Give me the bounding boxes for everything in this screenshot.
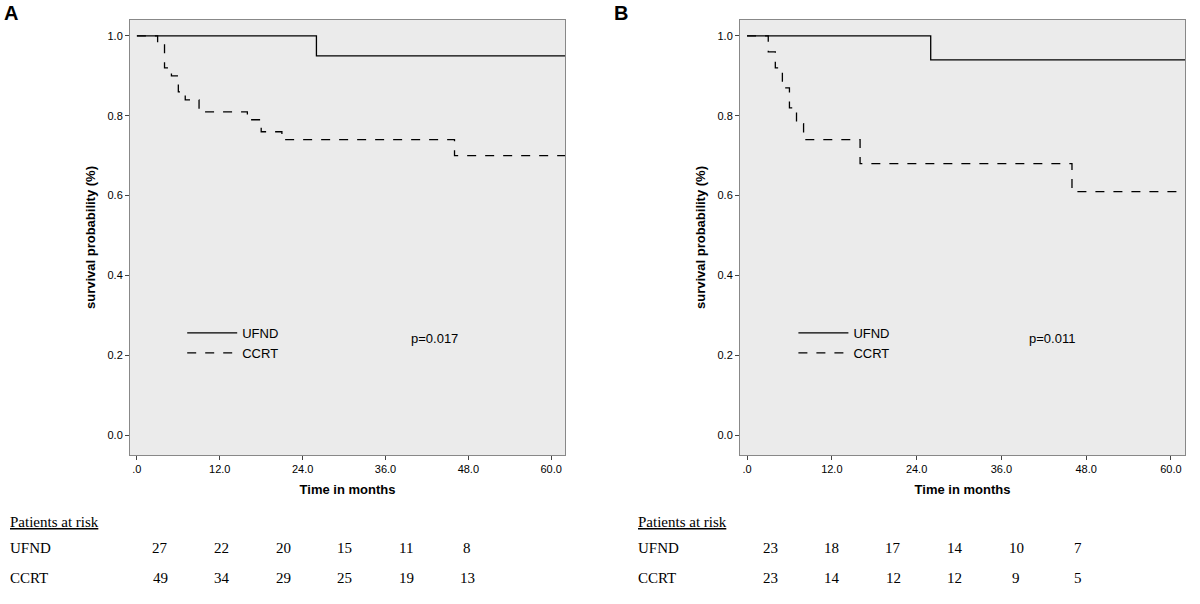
svg-text:5: 5 xyxy=(1074,570,1082,586)
svg-text:UFND: UFND xyxy=(638,540,679,556)
svg-text:15: 15 xyxy=(337,540,352,556)
svg-text:12.0: 12.0 xyxy=(821,463,842,475)
svg-text:25: 25 xyxy=(337,570,352,586)
svg-text:CCRT: CCRT xyxy=(10,570,48,586)
svg-text:12: 12 xyxy=(947,570,962,586)
svg-text:14: 14 xyxy=(947,540,963,556)
svg-text:36.0: 36.0 xyxy=(991,463,1012,475)
svg-text:48.0: 48.0 xyxy=(1075,463,1096,475)
svg-text:23: 23 xyxy=(763,570,778,586)
svg-text:27: 27 xyxy=(152,540,168,556)
svg-text:0.0: 0.0 xyxy=(108,429,123,441)
svg-text:0.4: 0.4 xyxy=(108,269,123,281)
svg-text:10: 10 xyxy=(1009,540,1024,556)
svg-text:1.0: 1.0 xyxy=(718,30,733,42)
svg-text:B: B xyxy=(614,2,628,24)
svg-text:12: 12 xyxy=(886,570,901,586)
svg-text:0.2: 0.2 xyxy=(718,349,733,361)
svg-text:29: 29 xyxy=(276,570,291,586)
svg-text:Time in months: Time in months xyxy=(915,482,1011,497)
svg-text:60.0: 60.0 xyxy=(540,463,561,475)
svg-text:A: A xyxy=(4,2,18,24)
svg-text:24.0: 24.0 xyxy=(906,463,927,475)
svg-text:Patients at risk: Patients at risk xyxy=(638,514,727,530)
svg-text:12.0: 12.0 xyxy=(209,463,230,475)
svg-text:20: 20 xyxy=(276,540,291,556)
svg-text:34: 34 xyxy=(214,570,230,586)
svg-text:0.4: 0.4 xyxy=(718,269,733,281)
svg-text:0.2: 0.2 xyxy=(108,349,123,361)
svg-text:8: 8 xyxy=(463,540,471,556)
svg-text:14: 14 xyxy=(824,570,840,586)
svg-text:9: 9 xyxy=(1012,570,1020,586)
svg-text:UFND: UFND xyxy=(10,540,51,556)
svg-text:survival probability (%): survival probability (%) xyxy=(83,166,98,309)
svg-text:7: 7 xyxy=(1074,540,1082,556)
svg-text:0.6: 0.6 xyxy=(108,189,123,201)
svg-text:UFND: UFND xyxy=(853,326,889,341)
svg-text:p=0.017: p=0.017 xyxy=(411,331,458,346)
svg-text:17: 17 xyxy=(885,540,901,556)
svg-text:Time in months: Time in months xyxy=(300,482,396,497)
svg-text:23: 23 xyxy=(763,540,778,556)
svg-text:60.0: 60.0 xyxy=(1160,463,1181,475)
svg-text:CCRT: CCRT xyxy=(638,570,676,586)
svg-text:0.6: 0.6 xyxy=(718,189,733,201)
svg-text:0.8: 0.8 xyxy=(718,110,733,122)
svg-text:18: 18 xyxy=(824,540,839,556)
svg-text:36.0: 36.0 xyxy=(375,463,396,475)
svg-text:UFND: UFND xyxy=(242,326,278,341)
svg-text:22: 22 xyxy=(214,540,229,556)
svg-text:CCRT: CCRT xyxy=(242,346,278,361)
svg-text:49: 49 xyxy=(153,570,168,586)
svg-text:11: 11 xyxy=(399,540,413,556)
svg-text:CCRT: CCRT xyxy=(853,346,889,361)
svg-text:.0: .0 xyxy=(742,463,751,475)
svg-text:0.8: 0.8 xyxy=(108,110,123,122)
svg-text:13: 13 xyxy=(460,570,475,586)
svg-text:survival probability (%): survival probability (%) xyxy=(693,166,708,309)
svg-text:0.0: 0.0 xyxy=(718,429,733,441)
svg-text:.0: .0 xyxy=(132,463,141,475)
svg-text:24.0: 24.0 xyxy=(292,463,313,475)
svg-text:1.0: 1.0 xyxy=(108,30,123,42)
svg-text:Patients at risk: Patients at risk xyxy=(10,514,99,530)
svg-text:48.0: 48.0 xyxy=(458,463,479,475)
svg-text:p=0.011: p=0.011 xyxy=(1029,331,1075,346)
svg-text:19: 19 xyxy=(399,570,414,586)
